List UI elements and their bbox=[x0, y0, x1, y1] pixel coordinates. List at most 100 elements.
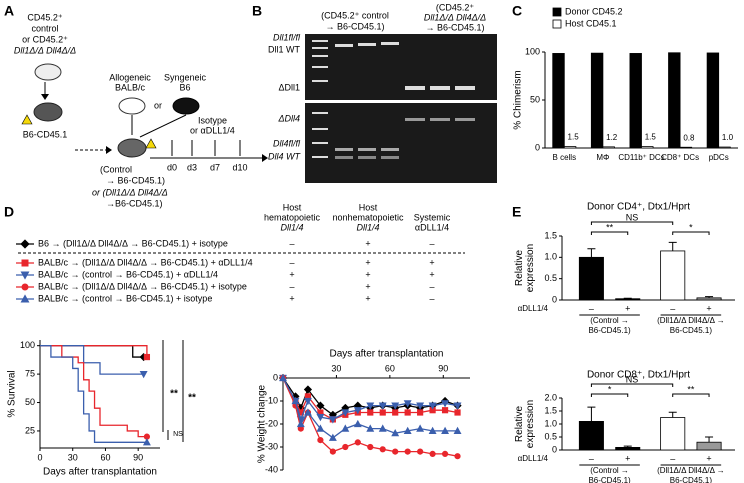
x-tick-label: + bbox=[706, 453, 711, 463]
marker bbox=[303, 385, 313, 394]
band bbox=[455, 86, 475, 90]
error-bar bbox=[587, 406, 596, 422]
group-label: (Control → bbox=[590, 316, 629, 325]
marker bbox=[353, 407, 362, 415]
y-tick-label: 1.0 bbox=[544, 252, 557, 262]
bar bbox=[578, 420, 604, 451]
band bbox=[358, 43, 376, 46]
mouse bbox=[118, 97, 146, 115]
y-tick-label: 1.5 bbox=[544, 405, 557, 415]
legend-label: Donor CD45.2 bbox=[565, 6, 623, 16]
band-label: ΔDll1 bbox=[278, 82, 300, 92]
panel-letter: E bbox=[512, 204, 521, 220]
table-cell: + bbox=[289, 269, 294, 279]
treatment-text: Isotype bbox=[198, 115, 227, 125]
marker bbox=[279, 373, 287, 382]
y-tick-label: 0 bbox=[535, 142, 540, 152]
row-label: αDLL1/4 bbox=[518, 304, 549, 313]
legend-label: Host CD45.1 bbox=[565, 18, 617, 28]
marker bbox=[454, 453, 461, 460]
value-label: 0.8 bbox=[683, 133, 695, 142]
panel-letter: D bbox=[4, 204, 14, 220]
x-axis-label: Days after transplantation bbox=[330, 349, 444, 360]
gel-header: (CD45.2⁺ control bbox=[321, 10, 389, 20]
band bbox=[405, 86, 425, 90]
table-header: Dll1/4 bbox=[280, 222, 303, 232]
error-bar bbox=[668, 411, 677, 418]
bar bbox=[696, 441, 722, 451]
marker bbox=[404, 409, 411, 416]
table-header: αDLL1/4 bbox=[415, 222, 449, 232]
series-line bbox=[282, 377, 458, 439]
table-cell: + bbox=[365, 238, 370, 248]
marker bbox=[316, 414, 325, 422]
ladder-band bbox=[312, 66, 328, 68]
marker bbox=[441, 407, 449, 414]
marker bbox=[316, 424, 325, 432]
y-tick-label: -40 bbox=[265, 464, 278, 474]
chimera-text: or (Dll1Δ/Δ Dll4Δ/Δ bbox=[92, 187, 168, 197]
band bbox=[430, 118, 450, 121]
ladder-band bbox=[312, 156, 328, 158]
marker bbox=[303, 408, 312, 416]
table-header: Systemic bbox=[414, 212, 451, 222]
marker bbox=[441, 450, 449, 457]
significance-label: ** bbox=[170, 389, 178, 400]
marker bbox=[428, 426, 437, 434]
significance-bracket bbox=[590, 231, 629, 235]
marker bbox=[317, 437, 324, 444]
marker bbox=[391, 402, 400, 410]
series-line bbox=[40, 345, 148, 358]
y-tick-label: 0 bbox=[552, 444, 557, 454]
table-row-label: B6 → (Dll1Δ/Δ Dll4Δ/Δ → B6-CD45.1) + iso… bbox=[38, 238, 228, 248]
marker bbox=[367, 443, 374, 451]
bar bbox=[629, 53, 642, 149]
marker bbox=[303, 397, 312, 406]
group-label: (Dll1Δ/Δ Dll4Δ/Δ → bbox=[657, 316, 725, 325]
table-cell: – bbox=[429, 293, 434, 303]
band bbox=[405, 118, 425, 121]
y-axis-label: % Survival bbox=[7, 370, 18, 417]
radiation-icon bbox=[21, 114, 33, 125]
x-tick-label: 0 bbox=[37, 452, 42, 462]
donor-text: CD45.2⁺ bbox=[27, 12, 63, 22]
mouse bbox=[172, 97, 200, 115]
marker bbox=[378, 402, 387, 410]
series-line bbox=[282, 377, 458, 421]
bar bbox=[706, 52, 720, 149]
radiation-icon bbox=[145, 138, 157, 149]
marker bbox=[328, 433, 337, 441]
donor-text: B6 bbox=[179, 82, 190, 92]
legend-swatch bbox=[552, 7, 562, 17]
significance-bracket bbox=[590, 221, 674, 225]
band-label: ΔDll4 bbox=[277, 113, 300, 123]
day-label: d0 bbox=[167, 162, 177, 172]
legend-swatch bbox=[552, 19, 562, 29]
bar bbox=[563, 146, 577, 149]
error-bar bbox=[587, 248, 596, 258]
y-tick-label: 2.0 bbox=[544, 392, 557, 402]
value-label: 1.5 bbox=[645, 133, 657, 142]
donor-text: Allogeneic bbox=[109, 72, 151, 82]
panel-letter: B bbox=[252, 3, 262, 19]
table-cell: – bbox=[289, 238, 294, 248]
x-tick-label: CD11b⁺ DCs bbox=[618, 153, 664, 162]
y-axis-label: % Chimerism bbox=[513, 70, 524, 129]
or-text: or bbox=[154, 100, 162, 110]
band bbox=[381, 148, 399, 151]
band bbox=[335, 148, 353, 151]
y-tick-label: 0 bbox=[273, 372, 278, 382]
series-line bbox=[40, 345, 147, 443]
x-tick-label: B cells bbox=[553, 153, 577, 162]
marker bbox=[379, 409, 386, 416]
band bbox=[335, 156, 353, 159]
x-tick-label: 90 bbox=[438, 363, 448, 373]
y-tick-label: 0.5 bbox=[544, 273, 557, 283]
marker bbox=[341, 409, 350, 417]
gel-header: (CD45.2⁺ bbox=[436, 2, 475, 12]
chart-title: Donor CD4⁺, Dtx1/Hprt bbox=[587, 202, 690, 213]
y-tick-label: -10 bbox=[265, 395, 278, 405]
marker bbox=[341, 424, 350, 432]
x-tick-label: CD8⁺ DCs bbox=[661, 153, 699, 162]
